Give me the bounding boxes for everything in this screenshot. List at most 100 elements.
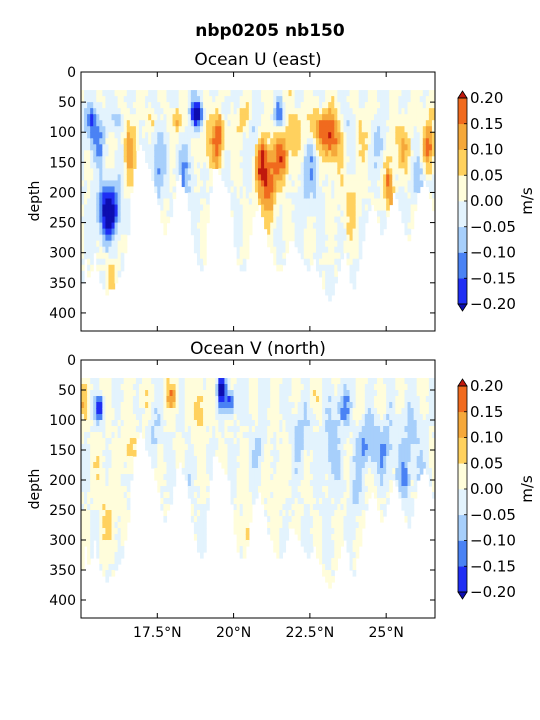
contour-cell xyxy=(154,450,158,457)
contour-cell xyxy=(349,126,354,133)
contour-cell xyxy=(193,474,198,481)
contour-cell xyxy=(206,132,210,139)
contour-cell xyxy=(279,126,284,133)
contour-cell xyxy=(331,288,335,296)
contour-cell xyxy=(206,90,210,97)
contour-cell xyxy=(300,96,305,103)
contour-cell xyxy=(297,210,302,218)
contour-cell xyxy=(163,414,168,421)
contour-cell xyxy=(200,450,204,457)
contour-cell xyxy=(392,144,396,151)
contour-cell xyxy=(160,90,164,97)
contour-cell xyxy=(343,162,348,169)
contour-cell xyxy=(319,498,323,505)
contour-cell xyxy=(264,450,268,457)
contour-cell xyxy=(340,198,345,206)
contour-cell xyxy=(273,240,277,248)
contour-cell xyxy=(87,144,91,151)
contour-cell xyxy=(303,414,308,421)
contour-cell xyxy=(178,138,183,145)
contour-cell xyxy=(279,234,284,242)
contour-cell xyxy=(178,90,183,97)
contour-cell xyxy=(120,384,125,391)
contour-cell xyxy=(123,378,128,385)
contour-cell xyxy=(264,486,268,493)
contour-cell xyxy=(132,156,137,163)
contour-cell xyxy=(87,426,91,433)
contour-cell xyxy=(352,198,357,206)
contour-cell xyxy=(105,444,110,451)
contour-cell xyxy=(123,432,128,439)
contour-cell xyxy=(187,198,192,206)
contour-cell xyxy=(294,420,299,427)
contour-cell xyxy=(276,90,280,97)
contour-cell xyxy=(196,204,201,212)
contour-cell xyxy=(175,90,180,97)
contour-cell xyxy=(96,150,100,157)
contour-cell xyxy=(105,282,110,290)
contour-cell xyxy=(166,198,171,206)
contour-cell xyxy=(358,186,363,194)
contour-cell xyxy=(346,438,351,445)
contour-cell xyxy=(312,450,317,457)
contour-cell xyxy=(319,534,323,541)
contour-cell xyxy=(380,174,384,182)
contour-cell xyxy=(297,168,302,175)
contour-cell xyxy=(337,138,341,145)
contour-cell xyxy=(291,432,296,439)
contour-cell xyxy=(236,180,241,188)
colorbar-label-u: m/s xyxy=(518,187,536,215)
contour-cell xyxy=(239,222,244,230)
contour-cell xyxy=(236,528,241,535)
contour-cell xyxy=(373,168,378,175)
contour-cell xyxy=(306,180,311,188)
contour-cell xyxy=(105,240,110,248)
contour-cell xyxy=(230,486,235,493)
contour-cell xyxy=(273,426,277,433)
contour-cell xyxy=(239,96,244,103)
contour-cell xyxy=(319,414,323,421)
contour-cell xyxy=(196,162,201,169)
contour-cell xyxy=(309,498,314,505)
contour-cell xyxy=(151,378,155,385)
contour-cell xyxy=(331,90,335,97)
contour-cell xyxy=(114,234,119,242)
contour-cell xyxy=(239,552,244,559)
contour-cell xyxy=(209,420,213,427)
contour-cell xyxy=(221,390,226,397)
contour-cell xyxy=(270,156,274,163)
contour-cell xyxy=(297,486,302,493)
contour-cell xyxy=(117,426,122,433)
contour-cell xyxy=(184,108,189,115)
contour-cell xyxy=(102,114,107,121)
contour-cell xyxy=(166,438,171,445)
contour-cell xyxy=(370,186,375,194)
contour-cell xyxy=(386,114,390,121)
contour-cell xyxy=(395,90,399,97)
contour-cell xyxy=(303,252,308,260)
contour-cell xyxy=(306,402,311,409)
contour-cell xyxy=(233,222,238,230)
contour-cell xyxy=(126,468,131,475)
contour-cell xyxy=(315,540,320,547)
contour-cell xyxy=(294,174,299,182)
contour-cell xyxy=(148,384,152,391)
contour-cell xyxy=(236,414,241,421)
contour-cell xyxy=(285,216,290,224)
contour-cell xyxy=(248,96,253,103)
contour-cell xyxy=(81,264,85,272)
contour-cell xyxy=(145,156,149,163)
contour-cell xyxy=(248,450,253,457)
contour-cell xyxy=(322,492,326,499)
contour-cell xyxy=(108,468,113,475)
contour-cell xyxy=(151,156,155,163)
contour-cell xyxy=(361,90,366,97)
contour-cell xyxy=(328,198,332,206)
contour-cell xyxy=(242,108,247,115)
contour-cell xyxy=(166,132,171,139)
contour-cell xyxy=(276,228,280,236)
contour-cell xyxy=(193,126,198,133)
contour-cell xyxy=(239,156,244,163)
contour-cell xyxy=(315,486,320,493)
contour-cell xyxy=(358,150,363,157)
